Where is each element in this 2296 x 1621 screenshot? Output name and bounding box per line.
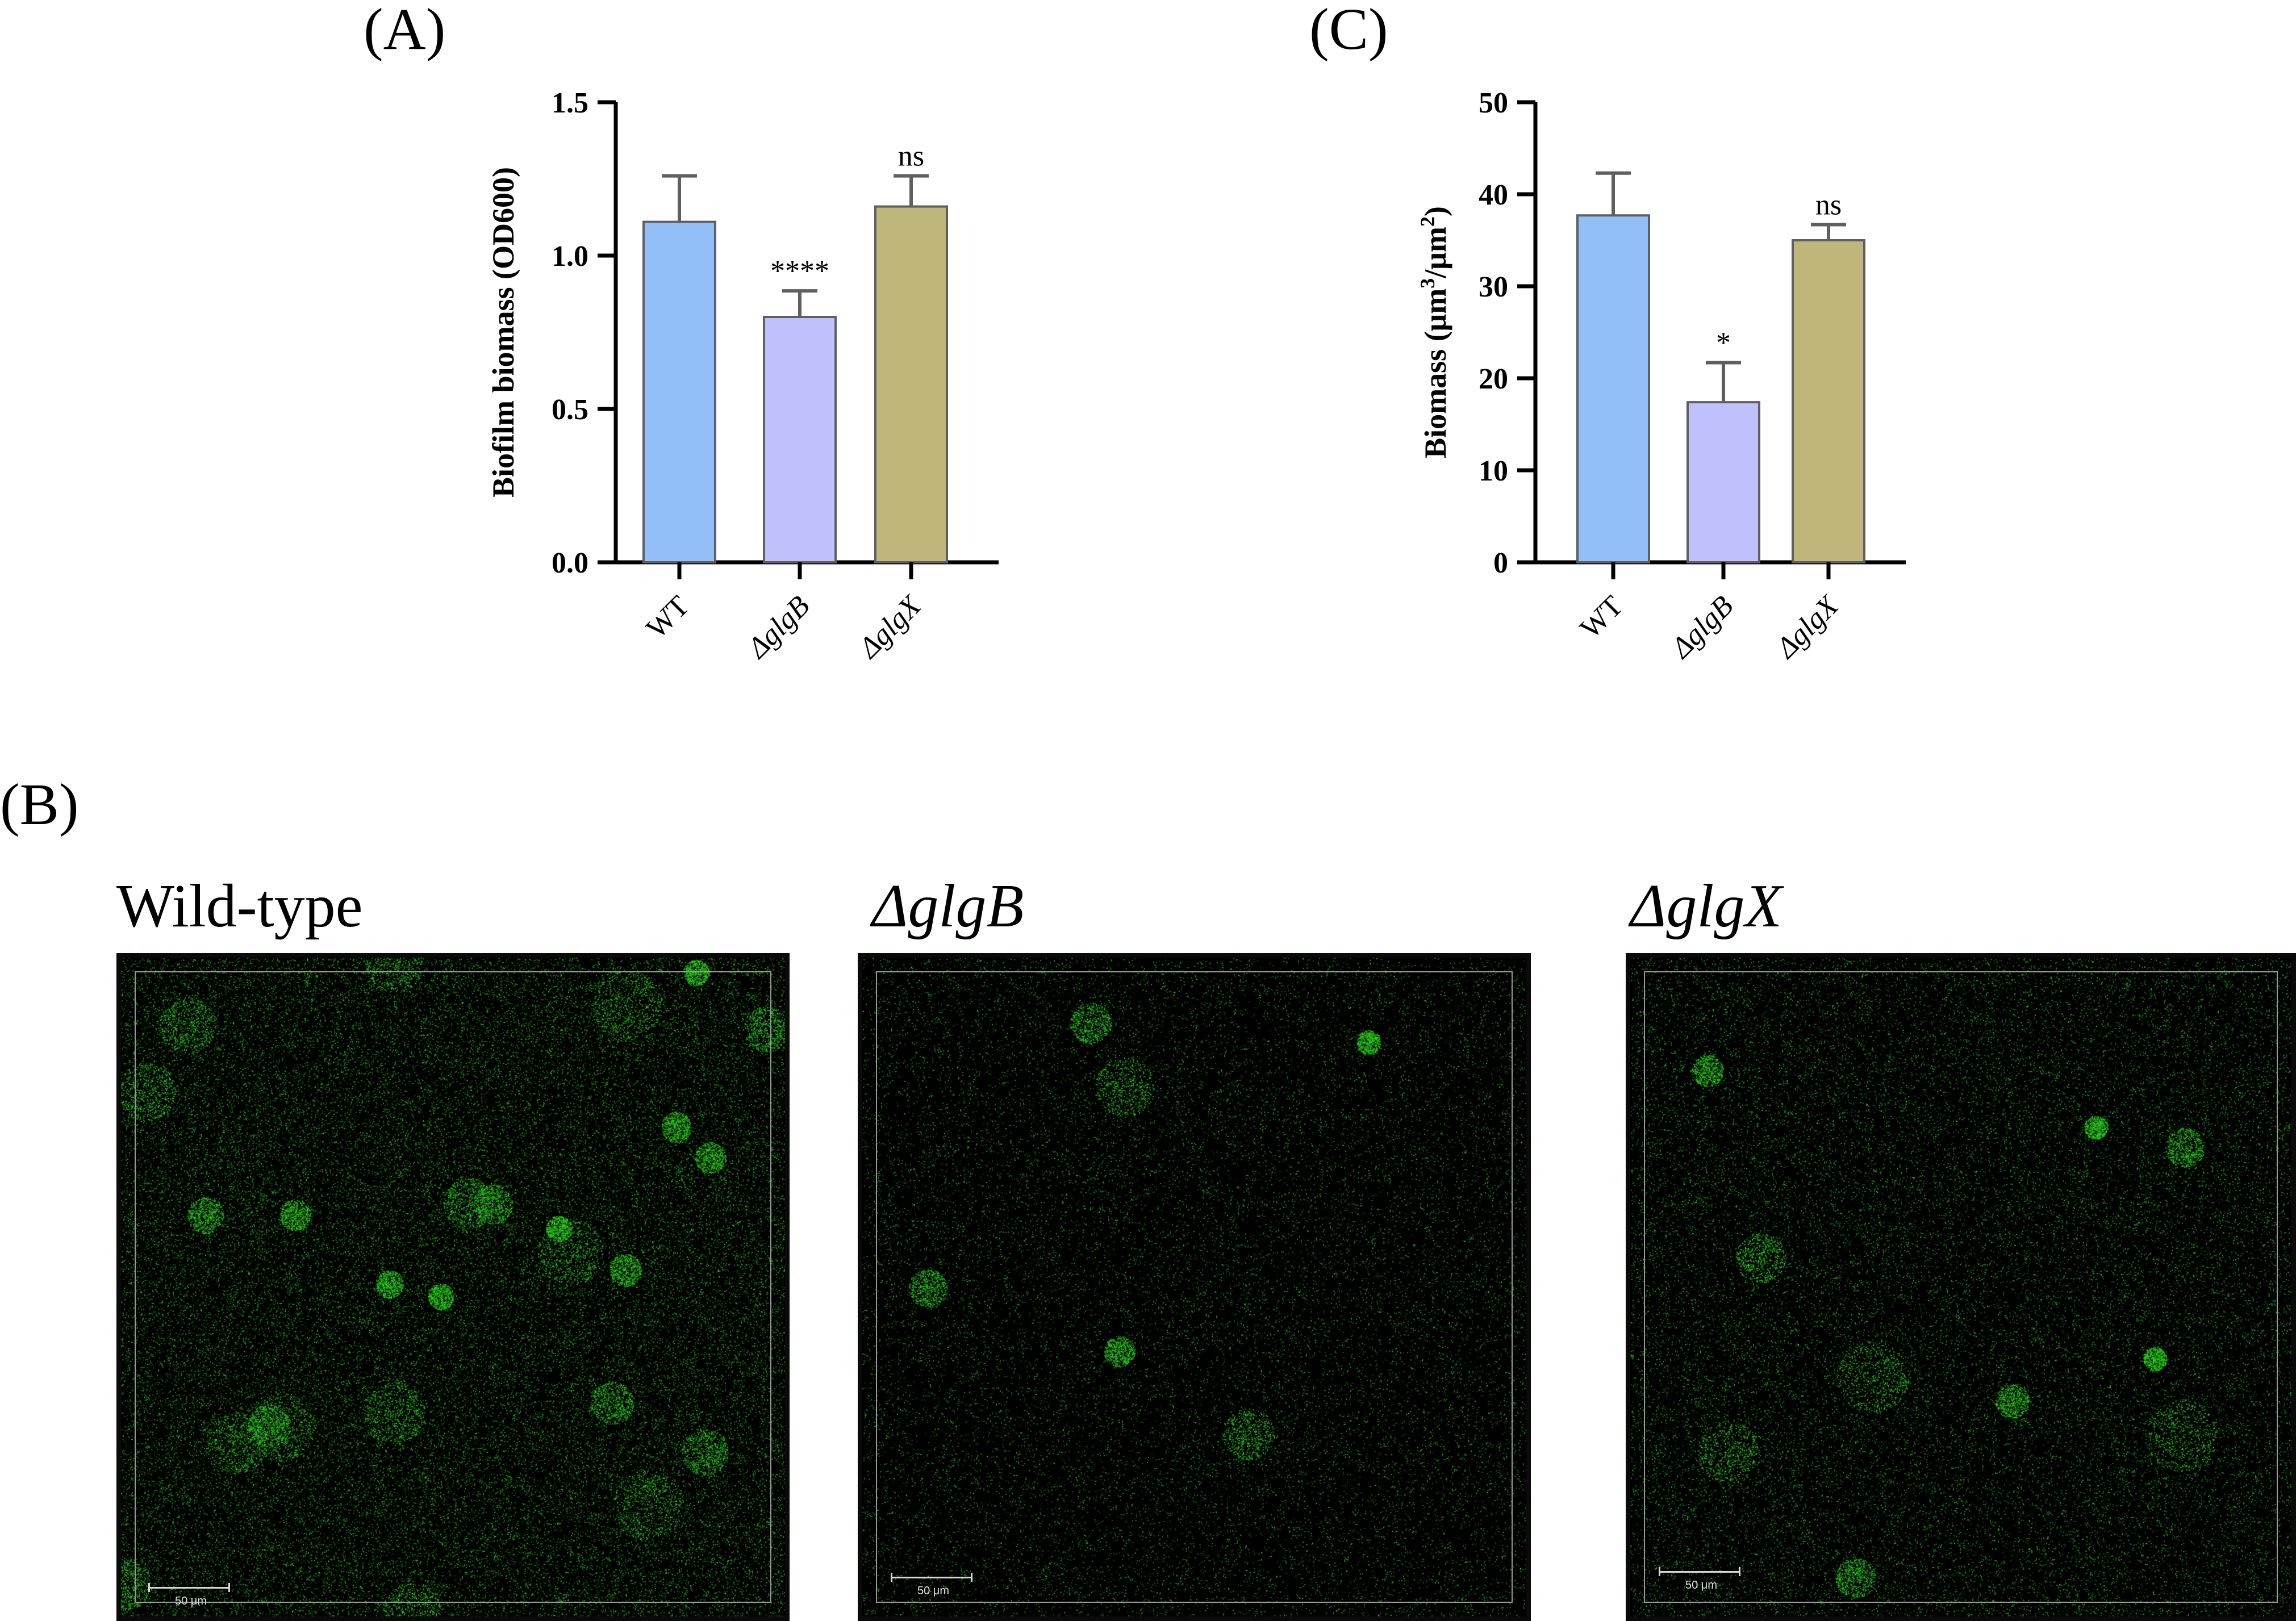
y-tick-label: 30 bbox=[1479, 271, 1508, 303]
y-axis-title-part: 3 bbox=[1417, 278, 1439, 289]
x-tick-label: ΔglgX bbox=[852, 589, 928, 665]
y-axis-title: Biofilm biomass (OD600) bbox=[486, 167, 520, 498]
y-tick-label: 50 bbox=[1479, 87, 1508, 119]
significance-label: ns bbox=[1815, 189, 1842, 221]
micrograph-title-wild-type: Wild-type bbox=[116, 872, 363, 940]
y-axis-title-part: 2 bbox=[1417, 216, 1439, 227]
micrograph-glgb: 50 μm bbox=[858, 953, 1531, 1621]
y-axis-title-part: Biomass (μm bbox=[1418, 289, 1452, 458]
panel-label-b: (B) bbox=[0, 772, 79, 837]
significance-label: ns bbox=[898, 140, 924, 173]
y-axis-title-part: /μm bbox=[1418, 227, 1452, 279]
y-tick-label: 0 bbox=[1493, 547, 1508, 579]
micrograph-wild-type: 50 μm bbox=[116, 953, 790, 1621]
x-tick-label: WT bbox=[1574, 590, 1629, 645]
scale-bar bbox=[148, 1583, 230, 1597]
significance-label: **** bbox=[770, 255, 829, 287]
x-tick-label: ΔglgB bbox=[741, 590, 816, 665]
bar-chart-biofilm-biomass: 0.0 0.5 1.0 1.5 WT **** ΔglgB ns ΔglgX Biofilm bi… bbox=[486, 87, 999, 665]
bar bbox=[1686, 401, 1760, 563]
x-tick-label: ΔglgX bbox=[1769, 589, 1846, 665]
significance-label: * bbox=[1716, 327, 1731, 359]
scale-bar-label: 50 μm bbox=[175, 1595, 207, 1607]
scale-bar-label: 50 μm bbox=[917, 1585, 949, 1597]
micrograph-glgx: 50 μm bbox=[1626, 953, 2296, 1621]
micrograph-title-glgx: ΔglgX bbox=[1630, 872, 1782, 940]
y-tick-label: 40 bbox=[1479, 179, 1508, 211]
y-tick-label: 1.0 bbox=[552, 240, 588, 273]
bar bbox=[1792, 239, 1865, 563]
scale-bar bbox=[891, 1573, 972, 1586]
y-axis-title-part: ) bbox=[1418, 206, 1452, 216]
scale-bar bbox=[1659, 1567, 1740, 1581]
bar bbox=[642, 220, 716, 564]
y-tick-label: 0.0 bbox=[552, 547, 588, 579]
bar bbox=[1576, 214, 1650, 563]
panel-label-a: (A) bbox=[364, 0, 446, 62]
x-tick-label: WT bbox=[640, 590, 695, 645]
bar bbox=[763, 316, 837, 563]
y-axis-title: Biomass (μm3/μm2) bbox=[1417, 206, 1452, 458]
x-tick-label: ΔglgB bbox=[1664, 590, 1740, 665]
y-tick-label: 0.5 bbox=[552, 394, 588, 426]
bar-chart-biomass-volume: 0 10 20 30 40 50 WT * ΔglgB ns ΔglgX Biomass (μm3/μ… bbox=[1417, 87, 1906, 665]
y-tick-label: 20 bbox=[1479, 363, 1508, 395]
y-tick-label: 10 bbox=[1479, 455, 1508, 487]
y-tick-label: 1.5 bbox=[552, 87, 588, 119]
panel-label-c: (C) bbox=[1309, 0, 1388, 62]
scale-bar-label: 50 μm bbox=[1685, 1579, 1717, 1591]
micrograph-title-glgb: ΔglgB bbox=[872, 872, 1024, 940]
bar bbox=[874, 205, 948, 564]
